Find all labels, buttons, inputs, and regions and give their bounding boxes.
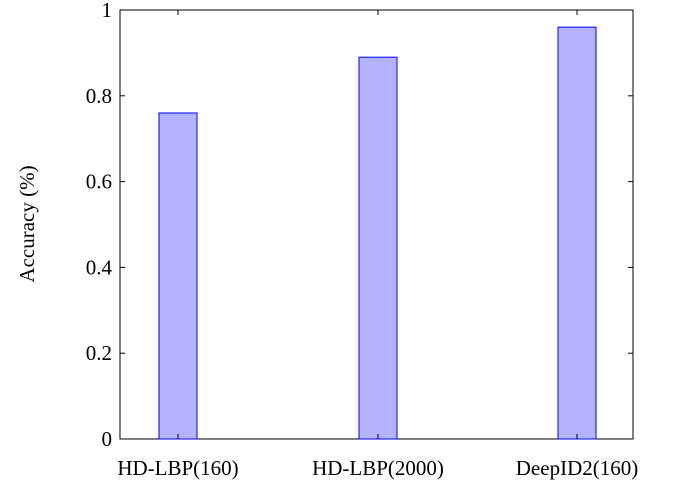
- y-tick-label: 1: [102, 0, 113, 22]
- bar-1: [158, 112, 198, 440]
- x-tick-label: HD-LBP(2000): [312, 456, 444, 480]
- x-tick-label: HD-LBP(160): [117, 456, 238, 480]
- y-tick-label: 0.2: [86, 341, 112, 365]
- y-axis-ticks: 0 0.2 0.4 0.6 0.8 1: [86, 0, 633, 451]
- y-axis-label: Accuracy (%): [15, 165, 39, 282]
- bar-2: [358, 56, 398, 440]
- y-tick-label: 0: [102, 427, 113, 451]
- x-axis-ticks: HD-LBP(160) HD-LBP(2000) DeepID2(160): [117, 10, 638, 480]
- bars: [158, 26, 597, 440]
- bar-3: [557, 26, 597, 440]
- y-tick-label: 0.8: [86, 84, 112, 108]
- x-tick-label: DeepID2(160): [516, 456, 638, 480]
- y-tick-label: 0.6: [86, 170, 112, 194]
- y-tick-label: 0.4: [86, 255, 113, 279]
